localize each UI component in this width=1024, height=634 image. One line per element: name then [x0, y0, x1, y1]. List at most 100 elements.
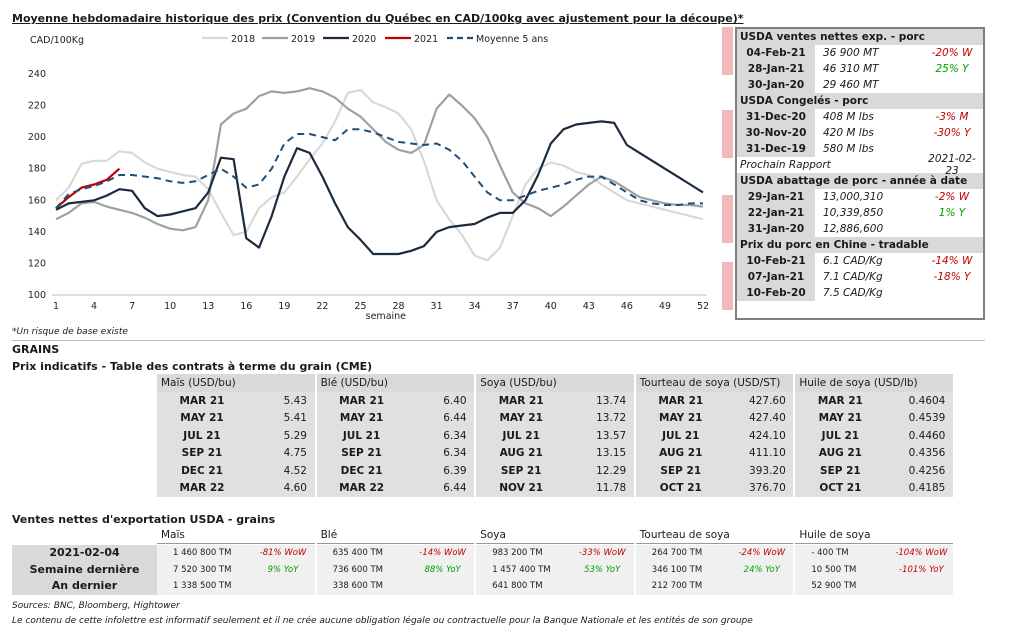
export-volume: 1 460 800 TM: [173, 548, 232, 559]
usda-row: 31-Dec-20 408 M lbs -3% M: [737, 109, 983, 125]
divider: [12, 340, 985, 341]
table-row: MAY 21 6.44: [317, 410, 475, 428]
y-tick-label: 140: [28, 227, 46, 238]
contract-month: OCT 21: [659, 482, 702, 495]
export-cell: 1 338 500 TM: [157, 578, 315, 595]
exports-title: Ventes nettes d'exportation USDA - grain…: [12, 513, 276, 526]
series-line-moyenne-5-ans: [55, 128, 703, 209]
contract-price: 11.78: [596, 482, 627, 495]
usda-change: 25% Y: [935, 63, 969, 75]
export-cell: 7 520 300 TM 9% YoY: [157, 561, 315, 578]
usda-value: 12,886,600: [823, 223, 884, 235]
contract-month: JUL 21: [342, 429, 381, 442]
contract-price: 13.15: [596, 447, 627, 460]
table-row: MAR 21 6.40: [317, 392, 475, 410]
contract-price: 424.10: [749, 429, 786, 442]
x-tick-label: 1: [53, 301, 59, 312]
table-row: JUL 21 5.29: [157, 427, 315, 445]
usda-summary-box: USDA ventes nettes exp. - porc 04-Feb-21 3…: [735, 27, 985, 320]
next-report-row: Prochain Rapport 2021-02-23: [737, 153, 983, 177]
usda-row: 28-Jan-21 46 310 MT 25% Y: [737, 61, 983, 77]
export-cell: 1 460 800 TM -81% WoW: [157, 545, 315, 562]
contract-month: SEP 21: [660, 464, 702, 477]
grain-futures-table: Maïs (USD/bu) Blé (USD/bu) Soya (USD/bu) To…: [157, 374, 985, 497]
usda-value: 29 460 MT: [823, 79, 879, 91]
contract-month: MAR 22: [179, 482, 225, 495]
usda-change: 1% Y: [938, 207, 966, 219]
export-column-header: Tourteau de soya: [635, 529, 794, 544]
export-volume: 635 400 TM: [332, 548, 383, 559]
export-cell: 641 800 TM: [476, 578, 634, 595]
export-cell: 1 457 400 TM 53% YoY: [476, 561, 634, 578]
x-tick-label: 16: [240, 301, 252, 312]
contract-month: OCT 21: [819, 482, 862, 495]
contract-price: 6.34: [443, 447, 467, 460]
contract-price: 6.39: [443, 464, 467, 477]
y-tick-label: 180: [28, 164, 46, 175]
contract-price: 0.4604: [908, 394, 946, 407]
grain-column-header: Maïs (USD/bu): [157, 374, 315, 392]
contract-month: MAY 21: [339, 412, 384, 425]
usda-row: 30-Jan-20 29 460 MT: [737, 77, 983, 93]
contract-price: 4.60: [283, 482, 307, 495]
contract-price: 427.40: [749, 412, 786, 425]
table-row: MAY 21 13.72: [476, 410, 634, 428]
export-volume: 1 338 500 TM: [173, 581, 232, 592]
contract-month: DEC 21: [340, 464, 383, 477]
grain-column-header: Blé (USD/bu): [316, 374, 475, 392]
contract-price: 4.75: [283, 447, 307, 460]
table-row: SEP 21 6.34: [317, 445, 475, 463]
contract-price: 6.34: [443, 429, 467, 442]
x-tick-label: 43: [583, 301, 595, 312]
x-tick-label: 4: [91, 301, 97, 312]
x-tick-label: 31: [431, 301, 443, 312]
table-row: OCT 21 0.4185: [795, 480, 953, 498]
contract-month: DEC 21: [181, 464, 223, 477]
usda-row: 22-Jan-21 10,339,850 1% Y: [737, 205, 983, 221]
export-volume: 264 700 TM: [651, 548, 703, 559]
x-axis-label: semaine: [366, 311, 407, 322]
x-tick-label: 25: [354, 301, 366, 312]
y-tick-label: 220: [28, 101, 46, 112]
legend-label: 2018: [231, 34, 255, 45]
x-tick-label: 22: [316, 301, 328, 312]
usda-change: -18% Y: [933, 271, 971, 283]
contract-month: JUL 21: [502, 429, 540, 442]
contract-month: SEP 21: [181, 447, 223, 460]
contract-month: SEP 21: [341, 447, 382, 460]
export-volume: 212 700 TM: [651, 581, 703, 592]
usda-date: 22-Jan-21: [737, 205, 815, 221]
grain-column-header: Soya (USD/bu): [476, 374, 634, 392]
export-volume: 52 900 TM: [811, 581, 857, 592]
usda-value: 408 M lbs: [823, 111, 874, 123]
usda-date: 10-Feb-20: [737, 285, 815, 301]
table-row: JUL 21 13.57: [476, 427, 634, 445]
y-tick-label: 160: [28, 195, 46, 206]
x-tick-label: 13: [202, 301, 214, 312]
usda-section-title: Prix du porc en Chine - tradable: [737, 237, 983, 253]
contract-price: 411.10: [749, 447, 786, 460]
x-tick-label: 10: [164, 301, 176, 312]
export-cell: 52 900 TM: [795, 578, 953, 595]
contract-month: MAY 21: [659, 412, 703, 425]
contract-month: MAR 21: [498, 394, 544, 407]
usda-date: 28-Jan-21: [737, 61, 815, 77]
export-cell: 338 600 TM: [316, 578, 475, 595]
export-change: 53% YoY: [584, 564, 621, 575]
grain-column: MAR 21 0.4604 MAY 21 0.4539 JUL 21 0.4460 AUG …: [795, 392, 953, 497]
export-volume: 983 200 TM: [492, 548, 543, 559]
y-tick-label: 200: [28, 132, 46, 143]
contract-price: 0.4539: [908, 412, 946, 425]
export-cell: - 400 TM -104% WoW: [795, 545, 953, 562]
usda-row: 07-Jan-21 7.1 CAD/Kg -18% Y: [737, 269, 983, 285]
series-line-2019: [55, 87, 704, 232]
contract-price: 0.4256: [908, 464, 946, 477]
usda-date: 10-Feb-21: [737, 253, 815, 269]
contract-price: 13.74: [596, 394, 627, 407]
contract-price: 13.57: [596, 429, 627, 442]
table-row: AUG 21 13.15: [476, 445, 634, 463]
table-row: OCT 21 376.70: [636, 480, 794, 498]
table-row: Semaine dernière 7 520 300 TM 9% YoY 736 60…: [12, 561, 985, 578]
usda-value: 580 M lbs: [823, 143, 874, 155]
contract-month: MAY 21: [818, 412, 863, 425]
